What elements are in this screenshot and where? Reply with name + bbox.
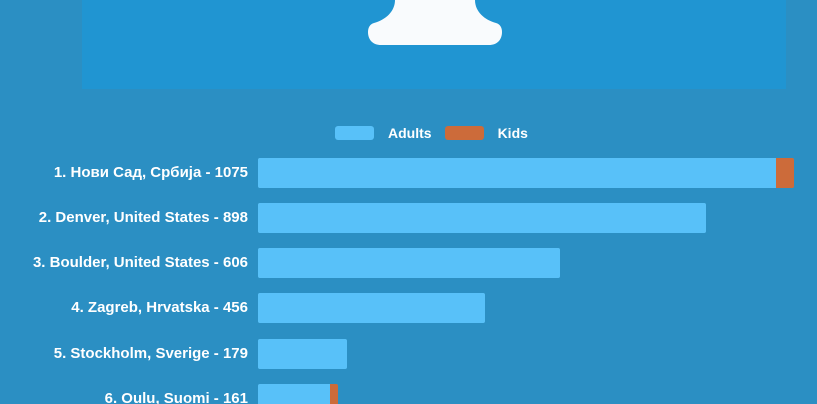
bar-adults-segment[interactable] <box>258 203 706 233</box>
stacked-bar[interactable] <box>258 158 794 188</box>
stacked-bar[interactable] <box>258 203 706 233</box>
adults-swatch-icon <box>335 126 374 140</box>
legend-item-adults[interactable]: Adults <box>335 125 432 141</box>
legend-item-kids[interactable]: Kids <box>444 125 528 141</box>
stacked-bar[interactable] <box>258 339 347 369</box>
bar-adults-segment[interactable] <box>258 384 330 404</box>
bar-adults-segment[interactable] <box>258 339 347 369</box>
bar-label: 2. Denver, United States - 898 <box>38 209 248 226</box>
bar-label: 1. Нови Сад, Србија - 1075 <box>53 164 248 181</box>
chart-row: 1. Нови Сад, Србија - 1075 <box>0 158 817 188</box>
bar-adults-segment[interactable] <box>258 293 485 323</box>
chart-legend: Adults Kids <box>335 125 528 141</box>
legend-label-kids: Kids <box>497 125 528 141</box>
header-panel <box>82 0 786 89</box>
bar-adults-segment[interactable] <box>258 158 776 188</box>
chart-row: 6. Oulu, Suomi - 161 <box>0 384 817 404</box>
kids-swatch-icon <box>444 126 484 140</box>
legend-label-adults: Adults <box>388 125 432 141</box>
bar-kids-segment[interactable] <box>330 384 338 404</box>
stacked-bar[interactable] <box>258 248 560 278</box>
bar-adults-segment[interactable] <box>258 248 560 278</box>
bar-label: 4. Zagreb, Hrvatska - 456 <box>71 299 248 316</box>
cloud-icon <box>368 0 502 45</box>
stacked-bar[interactable] <box>258 293 485 323</box>
chart-row: 2. Denver, United States - 898 <box>0 203 817 233</box>
bar-label: 6. Oulu, Suomi - 161 <box>104 390 248 404</box>
chart-row: 3. Boulder, United States - 606 <box>0 248 817 278</box>
stacked-bar[interactable] <box>258 384 338 404</box>
bar-label: 3. Boulder, United States - 606 <box>32 254 248 271</box>
chart-row: 5. Stockholm, Sverige - 179 <box>0 339 817 369</box>
bar-label: 5. Stockholm, Sverige - 179 <box>53 345 248 362</box>
bar-kids-segment[interactable] <box>776 158 794 188</box>
chart-row: 4. Zagreb, Hrvatska - 456 <box>0 293 817 323</box>
